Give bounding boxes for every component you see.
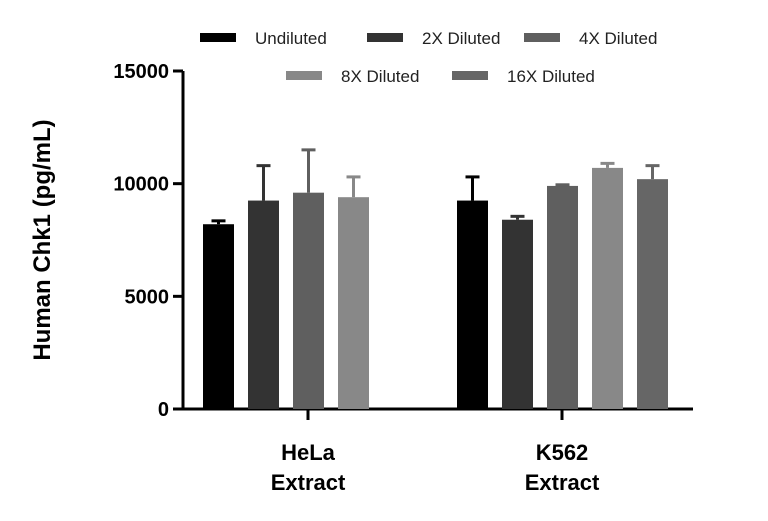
legend-label: 2X Diluted [422, 29, 500, 48]
y-ticks: 0 5000 10000 15000 [113, 61, 183, 421]
legend: Undiluted 2X Diluted 4X Diluted 8X Diluted 1… [200, 29, 657, 86]
legend-label: Undiluted [255, 29, 327, 48]
legend-label: 16X Diluted [507, 67, 595, 86]
y-tick-label: 5000 [125, 286, 170, 308]
bar [293, 192, 324, 409]
bar [502, 219, 533, 409]
bar [203, 224, 234, 409]
y-axis-title: Human Chk1 (pg/mL) [29, 119, 56, 360]
y-tick-label: 15000 [113, 61, 169, 83]
bar [547, 185, 578, 409]
bars [203, 167, 668, 409]
legend-label: 4X Diluted [579, 29, 657, 48]
y-tick-label: 10000 [113, 174, 169, 196]
bar [637, 179, 668, 409]
x-category-label-line2: Extract [525, 470, 600, 495]
bar [592, 167, 623, 409]
bar [338, 197, 369, 409]
error-bars [211, 148, 660, 225]
legend-label: 8X Diluted [341, 67, 419, 86]
x-category-label-line1: K562 [536, 440, 589, 465]
bar [457, 200, 488, 409]
legend-swatch [367, 33, 403, 42]
legend-swatch [200, 33, 236, 42]
legend-swatch [286, 71, 322, 80]
y-tick-label: 0 [158, 399, 169, 421]
legend-swatch [524, 33, 560, 42]
bar [248, 200, 279, 409]
x-category-label-line1: HeLa [281, 440, 336, 465]
x-category-labels: HeLa Extract K562 Extract [271, 409, 600, 495]
legend-swatch [452, 71, 488, 80]
x-category-label-line2: Extract [271, 470, 346, 495]
